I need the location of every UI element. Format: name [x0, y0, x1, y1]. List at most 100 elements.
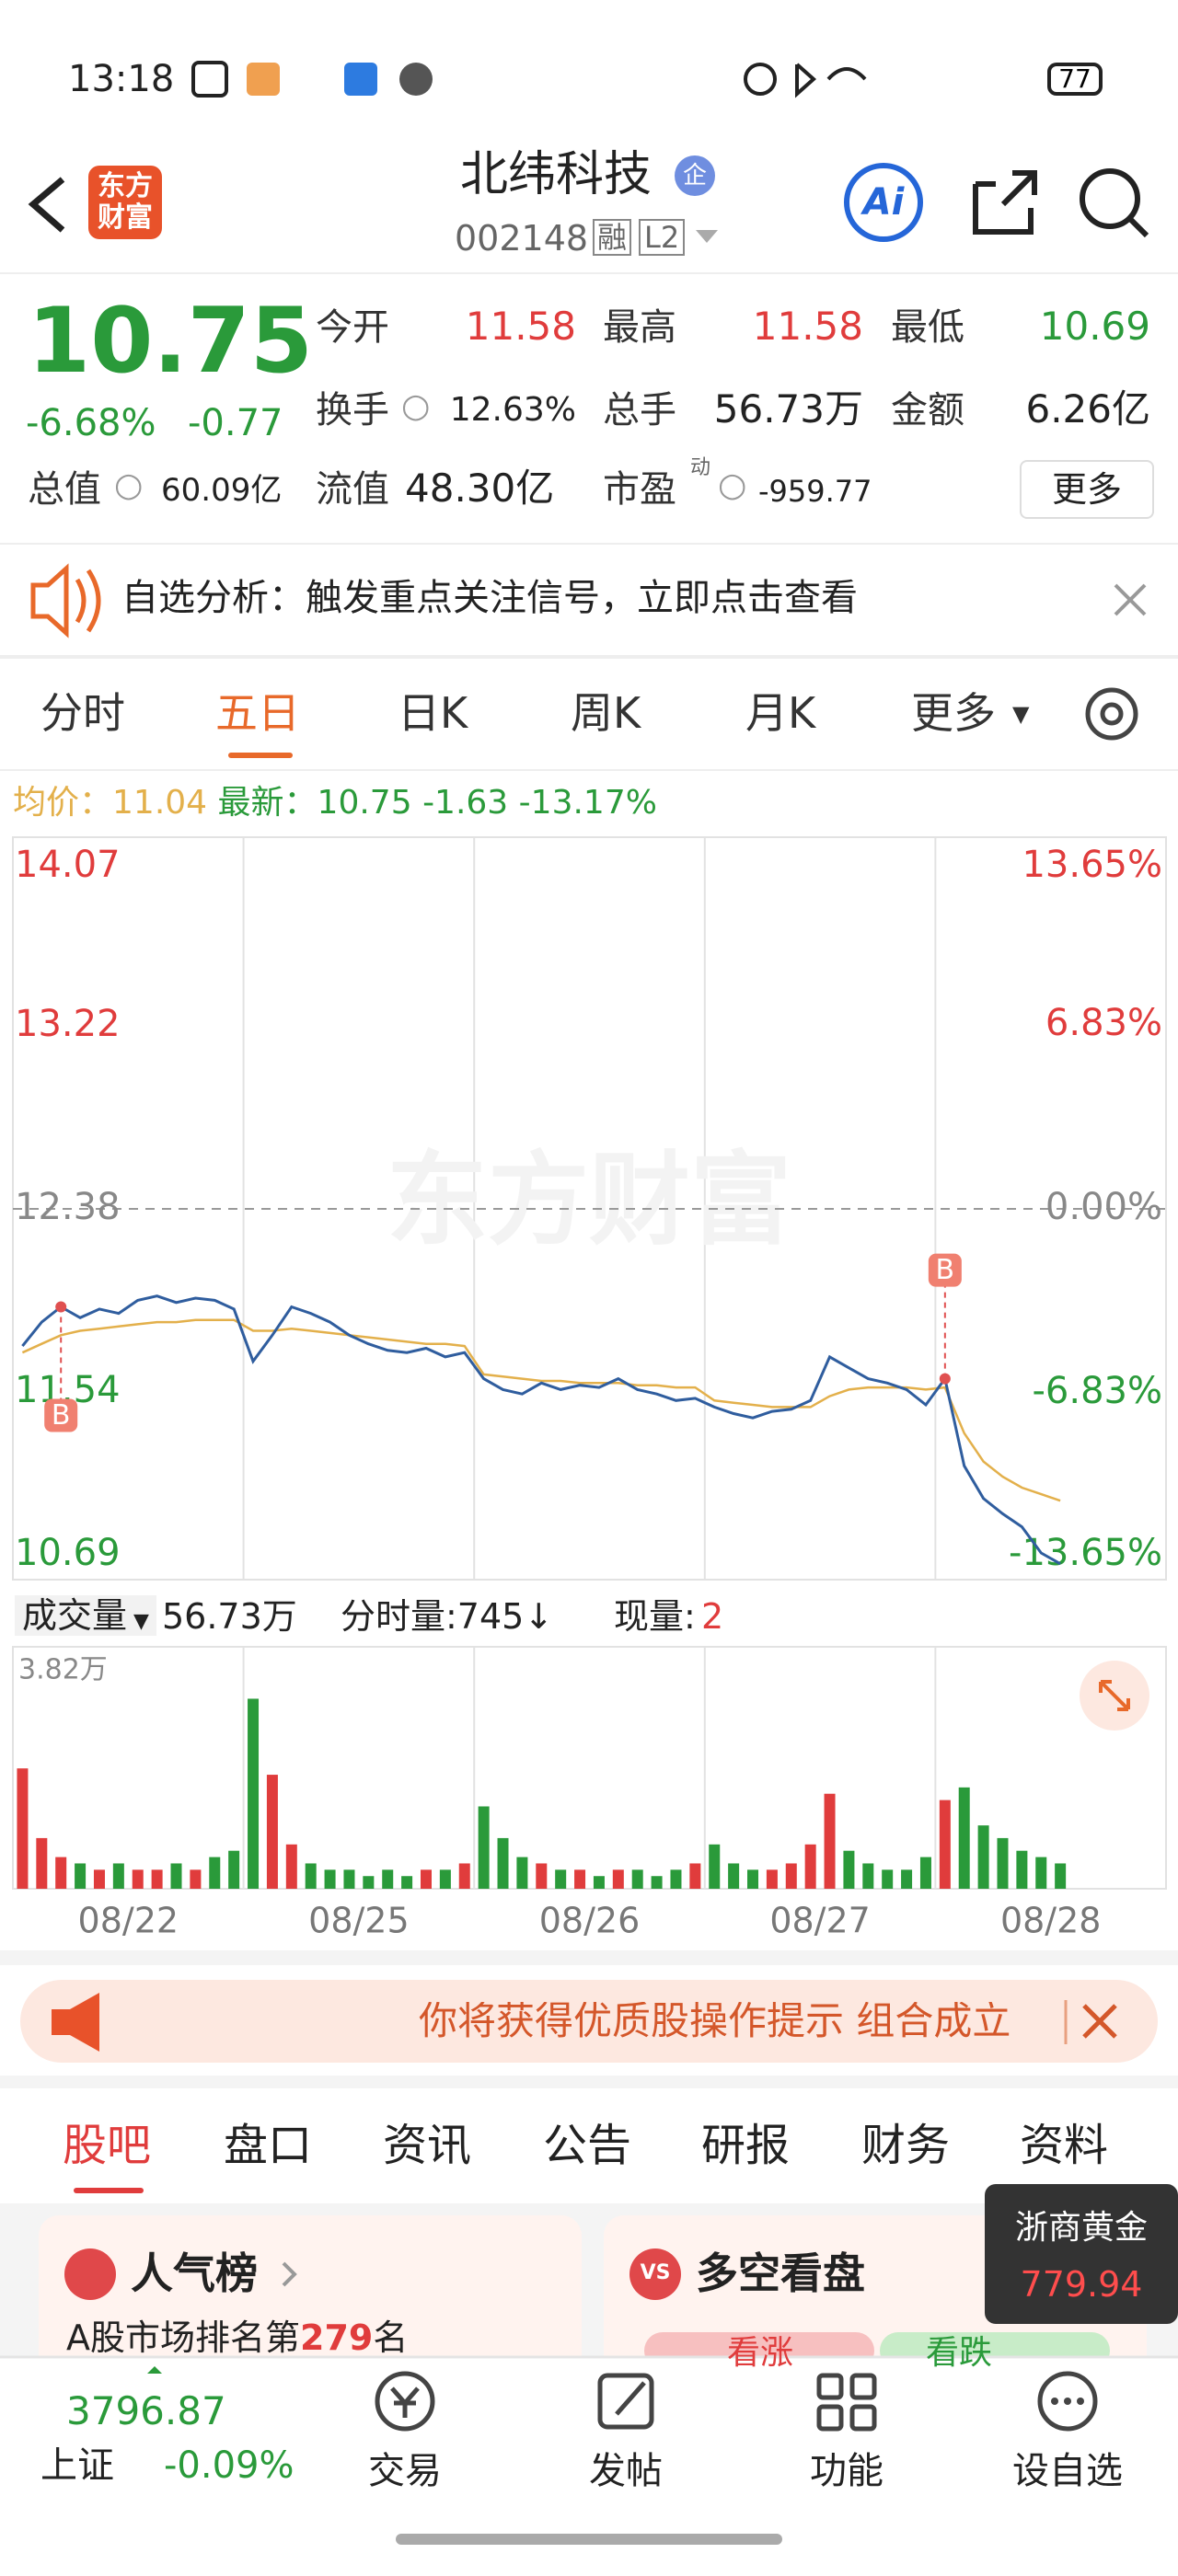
field-label: 总值 — [28, 468, 101, 511]
marker-label: B — [52, 1399, 71, 1432]
notice-text[interactable]: 自选分析：触发重点关注信号，立即点击查看 — [121, 577, 858, 619]
bottom-tab[interactable]: 资料 — [1020, 2120, 1109, 2171]
tab-active[interactable]: 五日 — [215, 688, 300, 738]
y-tick-label: 12.38 — [15, 1186, 121, 1228]
legend-value: 10.75 — [317, 784, 412, 822]
card-text: A股市场排名第279名 — [66, 2320, 408, 2355]
volume-bar — [709, 1844, 721, 1889]
volume-bar — [516, 1857, 528, 1889]
more-button[interactable]: 更多 — [1020, 460, 1154, 519]
y-tick-label: 13.22 — [15, 1003, 121, 1045]
volume-bar — [804, 1844, 816, 1889]
field-label: 总手 — [603, 389, 676, 431]
tick-volume: 分时量:745↓ — [341, 1596, 554, 1637]
promo-text[interactable]: 你将获得优质股操作提示 组合成立 — [419, 2002, 1011, 2041]
badge: 企 — [682, 162, 707, 190]
volume-bar — [363, 1876, 375, 1889]
legend-name: 最新： — [217, 784, 318, 822]
index-value[interactable]: 3796.87 — [66, 2388, 226, 2433]
volume-bar — [112, 1863, 124, 1889]
date-label: 08/27 — [769, 1901, 871, 1941]
ai-label: Ai — [862, 181, 905, 224]
y2-tick-label: -6.83% — [1032, 1370, 1162, 1412]
price-line — [21, 1318, 1061, 1502]
price-line — [21, 1294, 1061, 1566]
volume-bar — [497, 1837, 509, 1889]
logo-text: 东方 — [98, 170, 153, 202]
volume-bar — [401, 1876, 413, 1889]
down-button[interactable]: 看跌 — [926, 2334, 993, 2372]
volume-bar — [631, 1869, 643, 1889]
field-label: 换手 — [316, 389, 389, 431]
logo-text: 财富 — [98, 201, 153, 234]
field-value: 48.30亿 — [405, 466, 555, 511]
field-value: -959.77 — [758, 474, 872, 509]
stock-code: 002148 — [455, 218, 589, 259]
volume-bar — [824, 1793, 836, 1889]
tab[interactable]: 周K — [571, 688, 641, 738]
volume-bar — [728, 1863, 740, 1889]
volume-bar — [17, 1768, 29, 1889]
date-label: 08/22 — [78, 1901, 179, 1941]
volume-bar — [766, 1869, 778, 1889]
volume-bar — [536, 1863, 548, 1889]
field-sup: 动 — [690, 456, 711, 479]
date-label: 08/25 — [308, 1901, 410, 1941]
index-name[interactable]: 上证 — [40, 2444, 114, 2487]
volume-bar — [1055, 1863, 1067, 1889]
nav-item[interactable]: 设自选 — [1012, 2450, 1123, 2492]
y2-tick-label: 0.00% — [1045, 1186, 1162, 1228]
field-value: 60.09亿 — [161, 472, 283, 509]
tag: 融 — [593, 219, 632, 256]
index-change[interactable]: -0.09% — [164, 2444, 294, 2487]
y-tick-label: 10.69 — [15, 1532, 121, 1574]
bottom-tab[interactable]: 财务 — [861, 2120, 951, 2171]
volume-bar — [266, 1775, 278, 1889]
floating-value: 779.94 — [1020, 2264, 1143, 2305]
volume-title[interactable]: 成交量 ▼ — [15, 1595, 156, 1636]
nav-item[interactable]: 发帖 — [589, 2450, 663, 2492]
bottom-tab[interactable]: 盘口 — [224, 2120, 313, 2171]
tab[interactable]: 日K — [398, 688, 468, 738]
nav-item[interactable]: 交易 — [368, 2450, 442, 2492]
tab[interactable]: 分时 — [40, 688, 125, 738]
volume-bar — [420, 1869, 432, 1889]
volume-bar — [997, 1837, 1009, 1889]
card-title: 多空看盘 — [696, 2248, 865, 2298]
up-button[interactable]: 看涨 — [727, 2334, 794, 2372]
volume-bar — [882, 1869, 894, 1889]
field-label: 金额 — [891, 389, 964, 431]
y2-tick-label: -13.65% — [1009, 1532, 1162, 1574]
marker-dot — [55, 1301, 67, 1313]
tab[interactable]: 更多 — [911, 688, 996, 738]
tag: L2 — [639, 219, 686, 256]
field-value: 11.58 — [465, 304, 576, 349]
bottom-tab[interactable]: 公告 — [543, 2120, 632, 2171]
change: -0.77 — [188, 402, 283, 444]
rank-text: A股市场排名第 — [66, 2317, 300, 2358]
bottom-tab[interactable]: 资讯 — [383, 2120, 472, 2171]
bottom-tab[interactable]: 研报 — [701, 2120, 791, 2171]
field-label: 最低 — [891, 306, 964, 349]
nav-item[interactable]: 功能 — [810, 2450, 884, 2492]
bottom-tab-active[interactable]: 股吧 — [63, 2120, 152, 2171]
field-value: 11.58 — [752, 304, 863, 349]
volume-bar — [901, 1869, 913, 1889]
card-title: 人气榜 — [131, 2248, 258, 2298]
volume-bar — [93, 1869, 105, 1889]
status-time: 13:18 — [68, 58, 175, 100]
volume-bar — [919, 1857, 931, 1889]
tab[interactable]: 月K — [745, 688, 816, 738]
field-value: 10.69 — [1039, 304, 1150, 349]
marker-box — [44, 1398, 78, 1432]
field-label: 今开 — [316, 306, 389, 349]
date-label: 08/26 — [539, 1901, 641, 1941]
volume-bar — [132, 1869, 144, 1889]
field-value: 6.26亿 — [1025, 386, 1150, 431]
legend-change: -1.63 — [422, 784, 509, 822]
marker-label: B — [936, 1254, 955, 1286]
now-volume: 2 — [701, 1596, 724, 1637]
volume-title-text: 成交量 — [22, 1595, 128, 1636]
volume-bar — [209, 1857, 221, 1889]
